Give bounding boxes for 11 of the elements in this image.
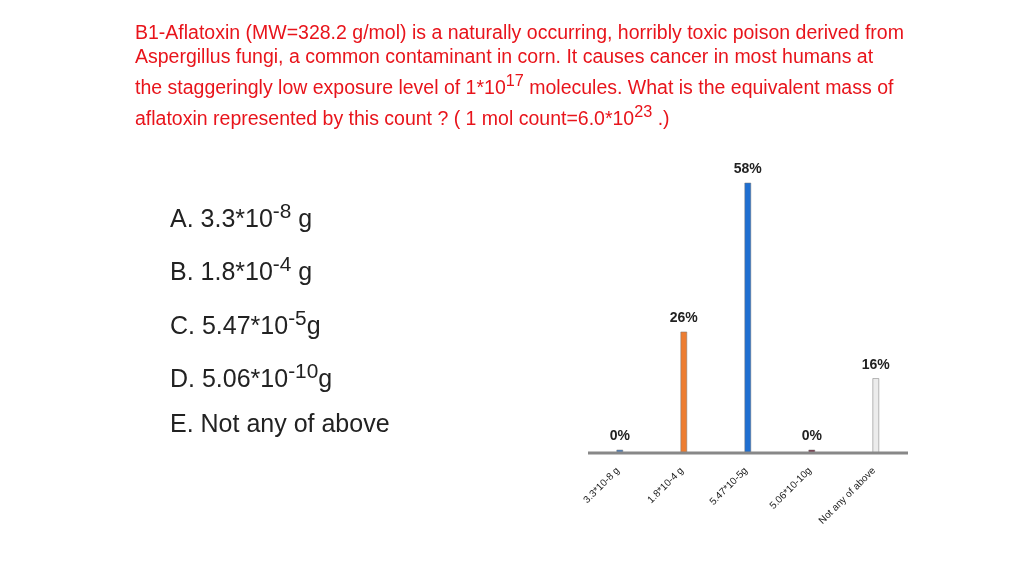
text: D. 5.06*10$^{-10}$g: [170, 358, 334, 395]
data-label: 26%: [669, 308, 699, 325]
text: E. Not any of above: [170, 408, 390, 440]
text: C. 5.47*10$^{-5}$g: [170, 304, 322, 341]
data-label: 58%: [733, 160, 763, 176]
data-label: 0%: [609, 427, 631, 443]
data-label: 16%: [861, 355, 891, 372]
text: A. 3.3*10$^{-8}$ g: [170, 198, 314, 235]
data-label: 0%: [801, 427, 823, 443]
text: B. 1.8*10$^{-4}$ g: [170, 251, 314, 288]
chart-title: B1-Aflatoxin (MW=328.2 g/mol) is a naturally occurring, horribly toxic poison derived from Aspergillus fungi, a common contaminant in corn. It causes cancer in most humans at the staggeringly low exposure level of 1*10$^{17}$ molecules. What is the equivalent mass of aflatoxin represented by this count ? ( 1 mol count=6.0*10$^{23}$ .): [135, 20, 905, 129]
